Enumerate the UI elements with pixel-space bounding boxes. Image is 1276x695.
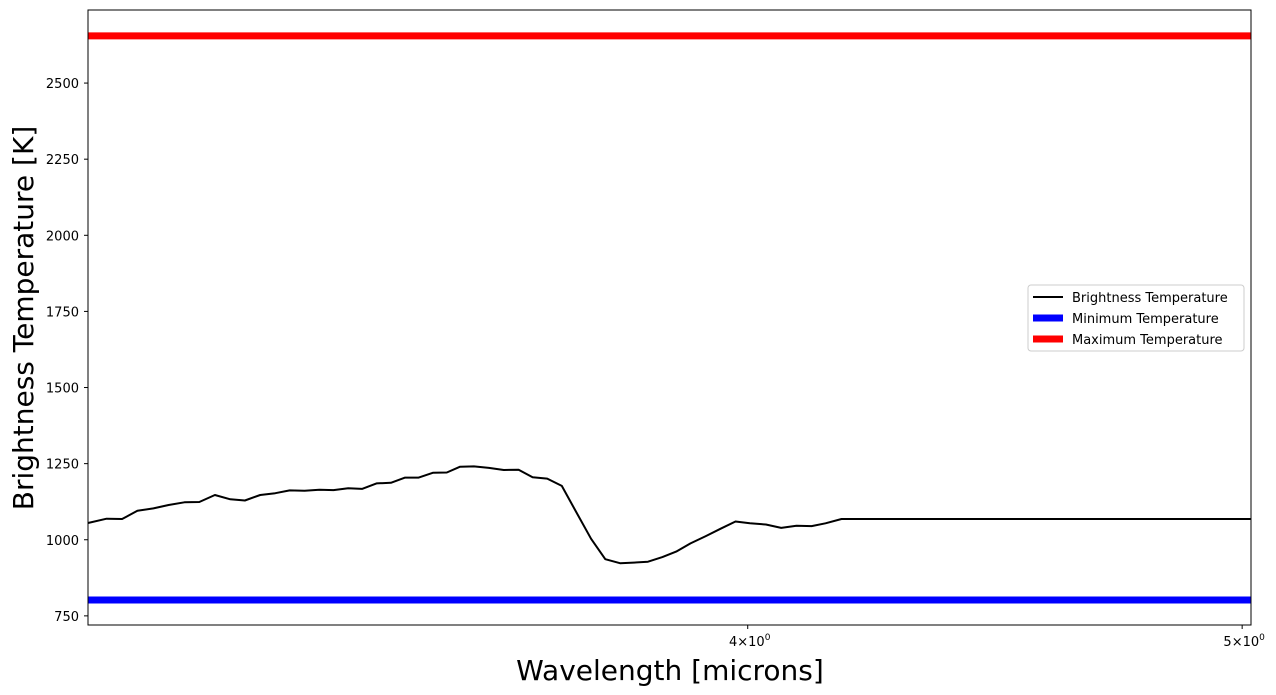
- y-tick-label: 2500: [46, 77, 79, 92]
- y-tick-label: 1500: [46, 382, 79, 397]
- x-axis: 4×100 5×100: [729, 625, 1265, 650]
- legend-box: [1027, 284, 1245, 352]
- y-tick-label: 1750: [46, 305, 79, 320]
- legend-label-2: Maximum Temperature: [1072, 333, 1223, 348]
- y-axis-label: Brightness Temperature [K]: [7, 126, 40, 511]
- series-layer: [87, 32, 1251, 604]
- legend: Brightness Temperature Minimum Temperatur…: [1027, 284, 1245, 352]
- legend-items: Brightness Temperature Minimum Temperatur…: [1033, 291, 1228, 348]
- x-tick-label: 4×100: [729, 633, 771, 650]
- legend-label-0: Brightness Temperature: [1072, 291, 1228, 306]
- y-tick-label: 1000: [46, 534, 79, 549]
- plot-frame: [87, 9, 1252, 626]
- x-tick-label: 5×100: [1223, 633, 1265, 650]
- y-tick-label: 1250: [46, 458, 79, 473]
- series-brightness-temperature-line: [87, 465, 1251, 565]
- y-tick-label: 2000: [46, 229, 79, 244]
- y-tick-label: 2250: [46, 153, 79, 168]
- x-axis-label: Wavelength [microns]: [516, 654, 824, 687]
- y-axis: 750 1000 1250 1500 1750 2000 2250 2500: [46, 77, 88, 625]
- y-tick-label: 750: [54, 610, 79, 625]
- legend-label-1: Minimum Temperature: [1072, 312, 1219, 327]
